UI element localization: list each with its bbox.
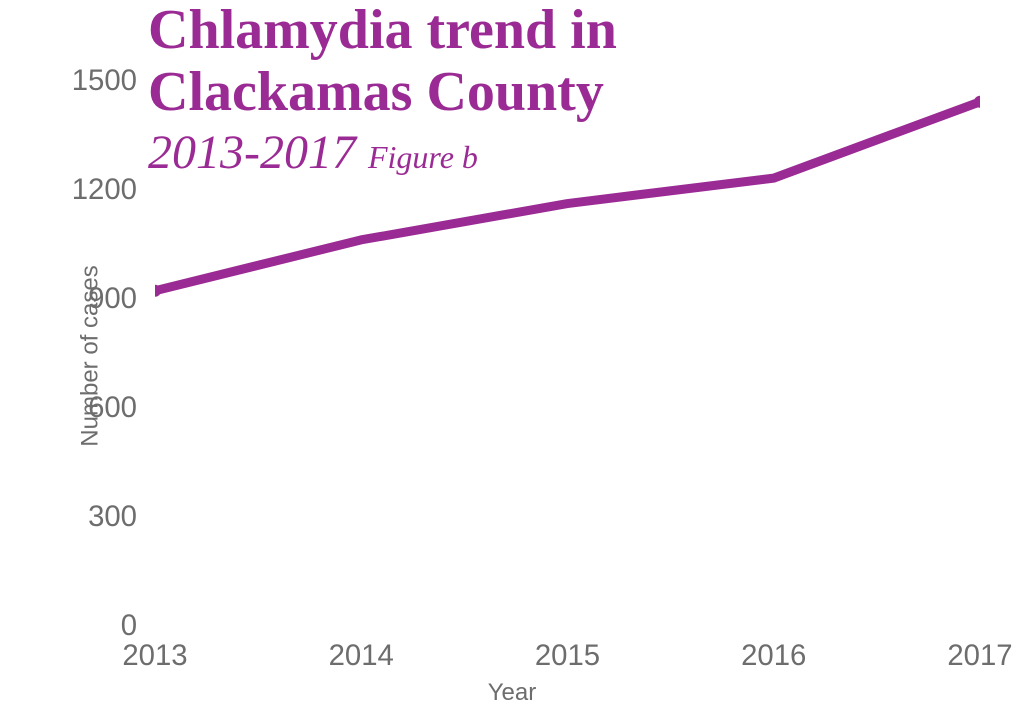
x-tick-label: 2014	[329, 639, 394, 673]
y-tick-label: 0	[121, 609, 137, 643]
y-tick-label: 300	[88, 500, 137, 534]
line-series	[155, 102, 980, 291]
x-axis-label: Year	[488, 679, 537, 707]
x-tick-label: 2017	[947, 639, 1012, 673]
y-tick-label: 1200	[72, 173, 137, 207]
y-tick-label: 1500	[72, 64, 137, 98]
x-tick-label: 2015	[535, 639, 600, 673]
chart-container: Chlamydia trend in Clackamas County 2013…	[0, 0, 1024, 711]
x-tick-label: 2016	[741, 639, 806, 673]
y-tick-label: 600	[88, 391, 137, 425]
y-tick-label: 900	[88, 282, 137, 316]
line-chart-plot	[155, 80, 980, 625]
x-tick-label: 2013	[122, 639, 187, 673]
